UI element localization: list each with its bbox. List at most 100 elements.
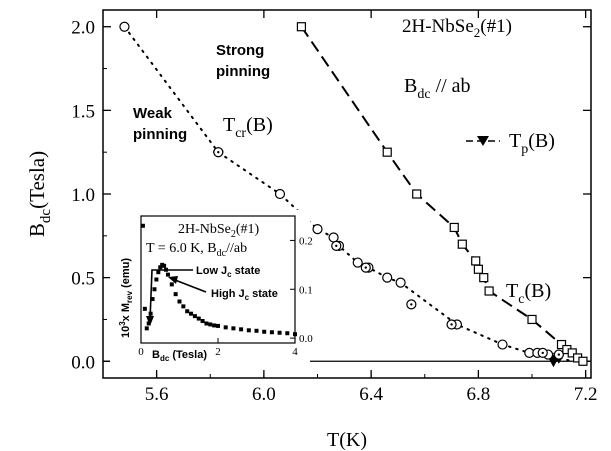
inset-xlabel-rest: (Tesla): [169, 349, 207, 361]
inset-point: [269, 330, 274, 335]
tc-point: [578, 356, 588, 366]
inset-point: [150, 297, 155, 302]
inset-ylabel-c: (emu): [120, 258, 132, 291]
high-jc-arrowhead: [168, 276, 178, 284]
high-jc-arrow: [174, 279, 207, 293]
field-label-main: B: [404, 75, 417, 97]
x-tick-label: 6.4: [359, 384, 383, 405]
inset-point: [146, 321, 151, 326]
y-axis-label-main: B: [25, 223, 49, 237]
low-jc-annotation: Low Jc state: [146, 265, 260, 326]
tc-point: [471, 256, 481, 266]
inset-point: [200, 319, 205, 324]
x-tick-label: 6.8: [467, 384, 491, 405]
inset-point: [169, 282, 174, 287]
legend-tp-marker: [477, 136, 489, 146]
tc-point: [382, 147, 392, 157]
main-title: 2H-NbSe2(#1): [402, 16, 512, 40]
inset-xlabel-main: B: [152, 349, 160, 361]
inset-ylabel-a: 10: [120, 326, 132, 338]
low-jc-a: Low J: [196, 265, 227, 277]
inset-title-line2: T = 6.0 K, Bdc//ab: [146, 241, 247, 259]
legend-tp-rest: (B): [528, 130, 555, 152]
inset-point: [285, 331, 290, 336]
high-jc-sub: c: [245, 293, 250, 302]
x-axis-label: T(K): [327, 429, 367, 451]
inset-point: [181, 304, 186, 309]
tcr-point: [328, 232, 339, 243]
tcr-dot-center: [557, 353, 561, 356]
inset-point: [231, 326, 236, 331]
inset-xlabel-sub: dc: [160, 354, 170, 363]
inset-x-tick-label: 4: [292, 346, 298, 358]
inset-ylabel-sub: rev: [125, 290, 134, 303]
inset-title2-a: T = 6.0 K, B: [146, 241, 217, 256]
inset-x-tick-label: 0: [138, 346, 144, 358]
tcr-main: T: [223, 114, 235, 136]
inset-point: [216, 323, 220, 328]
tcr-rest: (B): [246, 114, 273, 136]
inset-point: [162, 263, 167, 268]
inset-title2-rest: //ab: [226, 241, 247, 256]
inset-point: [212, 323, 217, 328]
tc-point: [556, 339, 567, 350]
inset-point: [177, 299, 182, 304]
tcr-dot-center: [410, 303, 413, 306]
y-axis-label: Bdc(Tesla): [25, 151, 54, 237]
x-tick-label: 7.2: [574, 384, 598, 405]
inset-y-tick-label: 0.1: [299, 284, 313, 296]
x-tick-label: 5.6: [145, 384, 169, 405]
tc-point: [449, 222, 459, 233]
low-jc-label: Low Jc state: [196, 265, 260, 279]
inset-point: [192, 314, 197, 319]
field-label-sub: dc: [417, 87, 430, 102]
tc-main: T: [506, 280, 518, 302]
low-jc-sub: c: [227, 270, 232, 279]
legend-tp-label: Tp(B): [509, 130, 555, 157]
main-title-sub: 2: [474, 25, 481, 40]
weak-pinning-label-1: Weak: [133, 105, 173, 122]
inset-axes-group: 0 2 40.0 0.1 0.2: [138, 235, 313, 358]
inset-title-sub: 2: [231, 229, 236, 240]
inset-point: [254, 328, 259, 333]
inset-x-tick-label: 2: [215, 346, 221, 358]
tcr-point: [312, 224, 323, 235]
inset-point: [223, 325, 228, 330]
y-tick-label: 0.0: [71, 352, 95, 373]
inset-y-tick-label: 0.2: [299, 235, 313, 247]
inset-title-rest: (#1): [236, 222, 260, 237]
field-label-rest: // ab: [431, 75, 471, 97]
inset-point: [173, 292, 178, 297]
legend-tp: Tp(B): [466, 130, 555, 157]
y-tick-label: 2.0: [71, 18, 95, 39]
inset-title-main: 2H-NbSe: [178, 222, 231, 237]
tcr-dot-center: [364, 266, 367, 269]
tcr-point: [497, 339, 508, 350]
inset-point: [185, 309, 190, 314]
low-jc-arrowhead: [146, 316, 154, 326]
main-title-main: 2H-NbSe: [402, 16, 474, 37]
tcr-point: [274, 188, 286, 200]
inset-point: [165, 272, 170, 277]
tcr-label: Tcr(B): [223, 114, 273, 141]
high-jc-rest: state: [249, 288, 278, 300]
inset-point: [204, 321, 209, 326]
tcr-point: [119, 21, 130, 32]
tcr-point: [352, 257, 363, 268]
strong-pinning-label-1: Strong: [216, 42, 264, 59]
inset-point: [152, 287, 157, 292]
inset-chart: 0 2 40.00.10.2 2H-NbSe2(#1) T = 6.0 K, Bdc…: [110, 210, 313, 363]
y-tick-label: 0.5: [71, 269, 95, 290]
tcr-dot-center: [335, 244, 338, 248]
tc-point: [296, 22, 307, 32]
inset-point: [142, 306, 147, 311]
inset-point: [144, 326, 149, 331]
main-axes-group: 5.6 6.0 6.4 6.8 7.2 0.0 0.5 1.0 1.5 2.0: [71, 10, 598, 405]
inset-title-line1: 2H-NbSe2(#1): [178, 222, 260, 240]
low-jc-arrow: [149, 269, 193, 321]
y-axis-label-sub: dc: [38, 209, 54, 224]
inset-point: [154, 277, 159, 282]
main-title-suffix: (#1): [480, 16, 512, 37]
tc-point: [484, 286, 494, 296]
